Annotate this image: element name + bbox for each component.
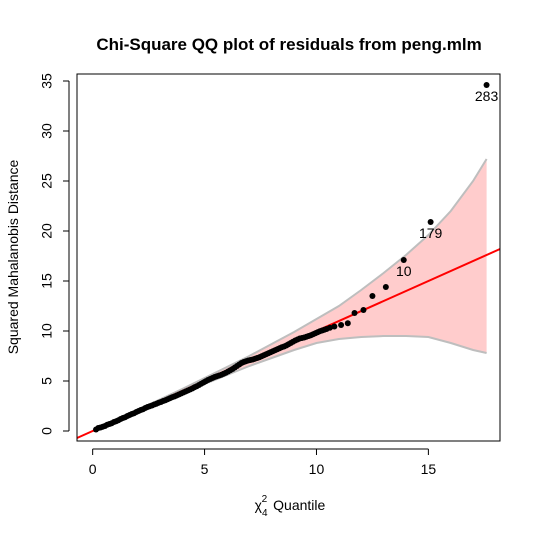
x-tick-label: 15 xyxy=(421,461,437,477)
data-point xyxy=(427,219,434,225)
data-point xyxy=(400,257,407,263)
plot-frame xyxy=(76,73,501,442)
x-axis-label: χ4 2 Quantile xyxy=(255,494,326,519)
data-point xyxy=(483,82,490,88)
x-tick-label: 10 xyxy=(309,461,325,477)
y-tick-label: 0 xyxy=(39,427,55,435)
data-point xyxy=(331,323,338,330)
data-point xyxy=(338,322,345,328)
x-axis-label-text: Quantile xyxy=(273,497,325,513)
data-point xyxy=(382,284,389,290)
x-tick-label: 5 xyxy=(201,461,209,477)
y-axis-label: Squared Mahalanobis Distance xyxy=(5,160,21,355)
y-tick-label: 15 xyxy=(39,273,55,289)
envelope-band xyxy=(92,159,487,431)
x-axis: 0 5 10 15 xyxy=(89,448,437,477)
data-point xyxy=(360,307,367,313)
chart-title: Chi-Square QQ plot of residuals from pen… xyxy=(96,35,481,54)
data-point xyxy=(369,293,376,299)
x-tick-label: 0 xyxy=(89,461,97,477)
point-label-283: 283 xyxy=(475,88,499,104)
point-labels: 10 179 283 xyxy=(396,88,498,279)
data-point xyxy=(344,320,351,327)
point-label-10: 10 xyxy=(396,263,412,279)
y-tick-label: 20 xyxy=(39,223,55,239)
y-tick-label: 5 xyxy=(39,377,55,385)
y-axis: 0 5 10 15 20 25 30 35 xyxy=(39,73,70,435)
y-tick-label: 30 xyxy=(39,123,55,139)
x-axis-label-chi: χ xyxy=(255,497,263,513)
data-points xyxy=(93,82,490,433)
y-tick-label: 25 xyxy=(39,173,55,189)
y-tick-label: 35 xyxy=(39,73,55,89)
data-point xyxy=(351,310,358,316)
x-axis-label-superscript: 2 xyxy=(262,494,268,505)
x-axis-label-subscript: 4 xyxy=(262,508,268,519)
y-tick-label: 10 xyxy=(39,323,55,339)
point-label-179: 179 xyxy=(419,225,443,241)
